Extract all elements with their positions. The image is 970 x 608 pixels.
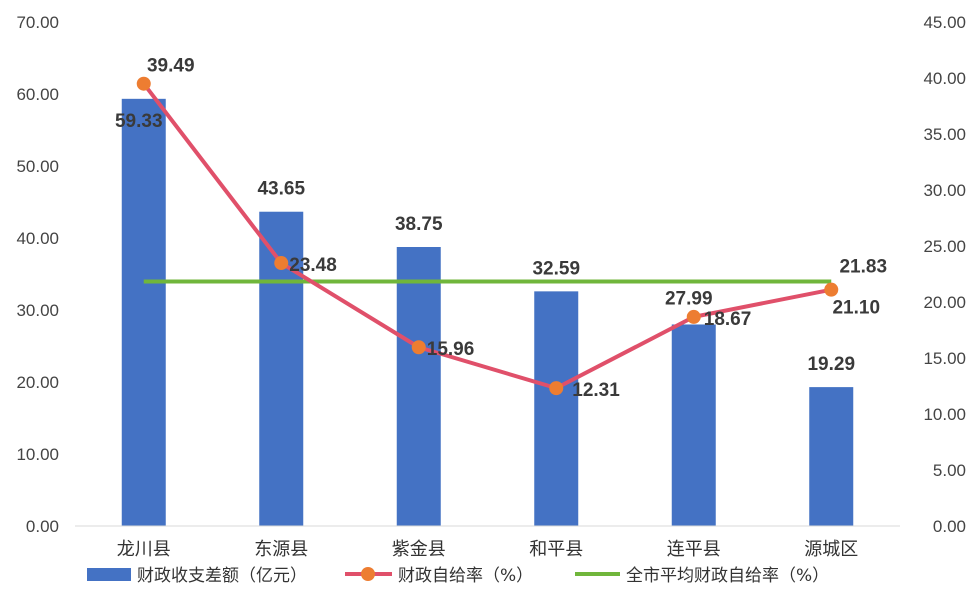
bar-value-label: 38.75 [395, 214, 443, 235]
left-axis-tick-label: 50.00 [16, 157, 59, 176]
legend-bar-label: 财政收支差额（亿元） [137, 566, 307, 586]
rate-line-series [137, 77, 839, 395]
right-axis-tick-label: 40.00 [923, 69, 966, 88]
category-label: 东源县 [254, 539, 308, 560]
right-axis-tick-label: 20.00 [923, 293, 966, 312]
right-y-axis: 0.00 5.00 10.00 15.00 20.00 25.00 30.00 35.00 40… [923, 13, 966, 536]
right-axis-tick-label: 0.00 [933, 517, 966, 536]
left-axis-tick-label: 20.00 [16, 373, 59, 392]
left-axis-tick-label: 70.00 [16, 13, 59, 32]
category-label: 和平县 [529, 539, 583, 560]
rate-marker-5 [687, 310, 701, 324]
category-label: 龙川县 [117, 539, 171, 560]
rate-value-label: 12.31 [572, 380, 620, 401]
right-axis-tick-label: 30.00 [923, 181, 966, 200]
legend: 财政收支差额（亿元） 财政自给率（%） 全市平均财政自给率（%） [87, 566, 829, 586]
rate-marker-1 [137, 77, 151, 91]
right-axis-tick-label: 15.00 [923, 349, 966, 368]
bar-1 [122, 99, 166, 526]
average-value-label: 21.83 [839, 257, 887, 278]
legend-bar-swatch [87, 568, 131, 581]
right-axis-tick-label: 10.00 [923, 405, 966, 424]
bar-4 [534, 291, 578, 526]
rate-value-label: 21.10 [832, 298, 880, 319]
bar-value-label: 27.99 [665, 288, 713, 309]
right-axis-tick-label: 35.00 [923, 125, 966, 144]
legend-rate-label: 财政自给率（%） [398, 566, 533, 586]
left-axis-tick-label: 60.00 [16, 85, 59, 104]
category-label: 源城区 [804, 539, 858, 560]
data-labels: 59.33 43.65 38.75 32.59 27.99 19.29 39.49 23.48… [115, 56, 887, 401]
bar-value-label: 59.33 [115, 111, 163, 132]
bar-3 [397, 247, 441, 526]
bar-5 [672, 324, 716, 526]
rate-marker-6 [824, 283, 838, 297]
legend-rate-swatch-marker [361, 567, 375, 581]
bar-value-label: 19.29 [807, 354, 855, 375]
bar-6 [809, 387, 853, 526]
right-axis-tick-label: 45.00 [923, 13, 966, 32]
left-axis-tick-label: 40.00 [16, 229, 59, 248]
rate-line [144, 84, 832, 388]
rate-value-label: 15.96 [427, 339, 475, 360]
category-label: 紫金县 [392, 539, 446, 560]
category-label: 连平县 [667, 539, 721, 560]
right-axis-tick-label: 5.00 [933, 461, 966, 480]
left-axis-tick-label: 0.00 [26, 517, 59, 536]
bar-value-label: 32.59 [532, 258, 580, 279]
left-y-axis: 0.00 10.00 20.00 30.00 40.00 50.00 60.00 70.00 [16, 13, 59, 536]
rate-marker-3 [412, 340, 426, 354]
rate-value-label: 18.67 [704, 309, 752, 330]
bar-value-label: 43.65 [257, 179, 305, 200]
left-axis-tick-label: 30.00 [16, 301, 59, 320]
left-axis-tick-label: 10.00 [16, 445, 59, 464]
rate-value-label: 39.49 [147, 56, 195, 77]
right-axis-tick-label: 25.00 [923, 237, 966, 256]
category-axis-labels: 龙川县 东源县 紫金县 和平县 连平县 源城区 [75, 526, 900, 560]
legend-average-label: 全市平均财政自给率（%） [626, 566, 829, 586]
rate-marker-4 [549, 381, 563, 395]
rate-marker-2 [274, 256, 288, 270]
rate-value-label: 23.48 [289, 255, 337, 276]
